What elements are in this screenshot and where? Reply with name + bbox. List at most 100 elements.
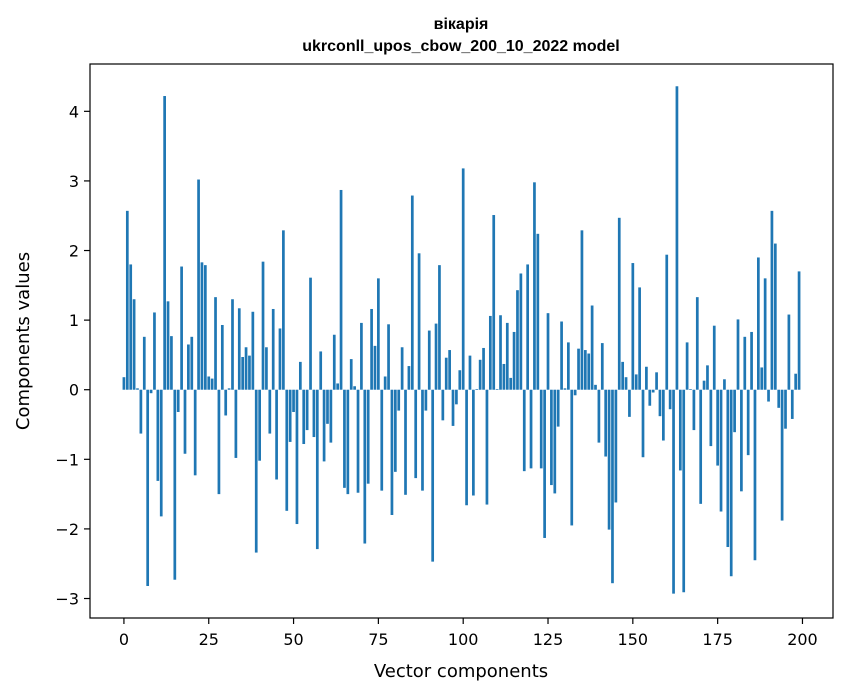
bar	[702, 380, 706, 390]
bar	[234, 389, 238, 458]
bar	[699, 389, 703, 504]
bar	[682, 389, 686, 593]
bar	[319, 351, 323, 390]
bar	[485, 389, 489, 505]
bar	[512, 331, 516, 390]
y-tick-label: 1	[69, 311, 79, 330]
bar	[302, 389, 306, 445]
bar	[634, 374, 638, 390]
bar	[743, 336, 747, 390]
bar	[356, 389, 360, 493]
bar	[336, 383, 340, 390]
bar	[746, 389, 750, 456]
bar	[760, 367, 764, 390]
chart-title-line1: вікарія	[434, 16, 489, 33]
bar	[231, 299, 234, 390]
bar	[159, 389, 163, 517]
x-tick-label: 100	[448, 630, 479, 649]
x-tick-label: 25	[199, 630, 219, 649]
bar	[183, 389, 187, 454]
bar	[631, 263, 635, 390]
bar	[505, 322, 509, 390]
bar	[522, 389, 526, 472]
bar	[455, 389, 458, 405]
bar	[641, 389, 645, 458]
bar	[271, 308, 275, 390]
bar	[288, 389, 292, 442]
bar	[424, 389, 428, 411]
y-ticks: −3 −2 −1 0 1 2 3 4	[55, 102, 90, 609]
bar	[763, 278, 767, 390]
bar	[533, 182, 536, 390]
bar	[132, 299, 136, 390]
bar	[719, 389, 723, 512]
bar	[556, 389, 560, 427]
bar	[543, 389, 546, 538]
bar	[149, 389, 153, 394]
bar	[597, 389, 601, 443]
x-tick-label: 125	[533, 630, 564, 649]
bar	[180, 266, 183, 390]
bar	[390, 389, 394, 515]
bar	[441, 389, 445, 421]
bar	[322, 389, 326, 462]
bar	[244, 347, 248, 390]
bar	[427, 330, 431, 390]
bar	[312, 389, 316, 438]
bar	[716, 389, 719, 466]
bar	[292, 389, 295, 412]
bar	[173, 389, 177, 580]
bar	[553, 389, 557, 494]
bar	[465, 389, 468, 506]
bar	[129, 264, 133, 390]
bar	[383, 376, 387, 390]
bar	[560, 321, 563, 390]
bar	[268, 389, 272, 434]
bar	[536, 233, 540, 390]
bar	[203, 265, 207, 390]
bar	[210, 378, 214, 390]
bar	[607, 389, 611, 530]
bar	[421, 389, 424, 491]
bar	[142, 336, 146, 390]
bar	[410, 195, 414, 390]
bar	[475, 389, 479, 390]
axes-frame	[89, 63, 834, 619]
bar	[190, 336, 194, 390]
bar	[662, 389, 665, 441]
bar	[695, 297, 699, 390]
bar	[600, 343, 604, 390]
bar	[587, 353, 591, 390]
x-tick-label: 175	[702, 630, 733, 649]
bar	[326, 389, 329, 424]
y-tick-label: −1	[55, 450, 79, 469]
x-tick-label: 0	[119, 630, 129, 649]
bar	[740, 389, 743, 492]
bar	[387, 324, 390, 390]
bar	[658, 389, 662, 417]
bar	[217, 389, 221, 495]
bar	[617, 217, 621, 390]
bar	[431, 389, 435, 562]
bar	[594, 384, 597, 390]
bar	[404, 389, 407, 495]
y-tick-label: 3	[69, 172, 79, 191]
bar	[767, 389, 770, 402]
bar	[611, 389, 614, 584]
bar	[495, 389, 499, 390]
bar	[166, 301, 170, 390]
bar	[583, 350, 587, 390]
x-tick-label: 200	[787, 630, 818, 649]
bar	[638, 287, 641, 390]
bar	[444, 357, 448, 390]
bar	[125, 210, 129, 390]
bar	[665, 254, 669, 390]
bars-group	[122, 86, 801, 594]
bar	[750, 331, 753, 390]
bar	[261, 261, 265, 390]
x-axis-label: Vector components	[374, 661, 548, 682]
x-tick-label: 75	[368, 630, 388, 649]
bar	[488, 315, 492, 390]
bar	[797, 271, 801, 390]
